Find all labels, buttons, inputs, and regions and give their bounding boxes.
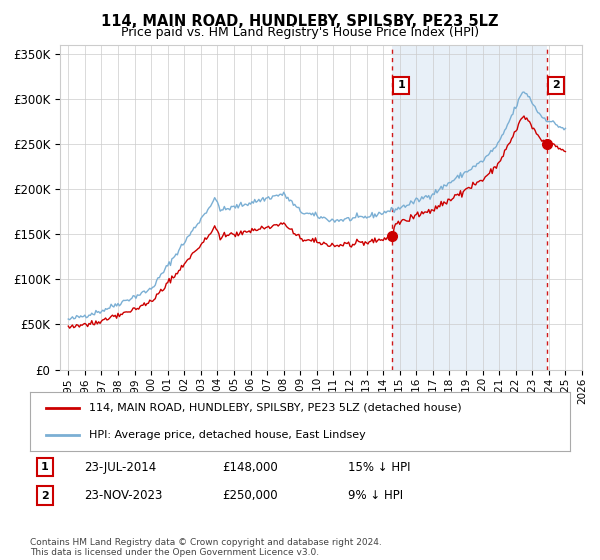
Text: 2: 2 bbox=[552, 81, 560, 90]
Text: 15% ↓ HPI: 15% ↓ HPI bbox=[348, 460, 410, 474]
Text: £250,000: £250,000 bbox=[222, 489, 278, 502]
Text: 1: 1 bbox=[397, 81, 405, 90]
Text: 1: 1 bbox=[41, 462, 49, 472]
Text: 2: 2 bbox=[41, 491, 49, 501]
Text: 23-JUL-2014: 23-JUL-2014 bbox=[84, 460, 156, 474]
Text: £148,000: £148,000 bbox=[222, 460, 278, 474]
Bar bbox=[392, 45, 547, 370]
Text: 114, MAIN ROAD, HUNDLEBY, SPILSBY, PE23 5LZ (detached house): 114, MAIN ROAD, HUNDLEBY, SPILSBY, PE23 … bbox=[89, 403, 462, 413]
Text: HPI: Average price, detached house, East Lindsey: HPI: Average price, detached house, East… bbox=[89, 430, 366, 440]
Text: Contains HM Land Registry data © Crown copyright and database right 2024.
This d: Contains HM Land Registry data © Crown c… bbox=[30, 538, 382, 557]
Text: 114, MAIN ROAD, HUNDLEBY, SPILSBY, PE23 5LZ: 114, MAIN ROAD, HUNDLEBY, SPILSBY, PE23 … bbox=[101, 14, 499, 29]
Text: 23-NOV-2023: 23-NOV-2023 bbox=[84, 489, 163, 502]
Text: Price paid vs. HM Land Registry's House Price Index (HPI): Price paid vs. HM Land Registry's House … bbox=[121, 26, 479, 39]
Text: 9% ↓ HPI: 9% ↓ HPI bbox=[348, 489, 403, 502]
